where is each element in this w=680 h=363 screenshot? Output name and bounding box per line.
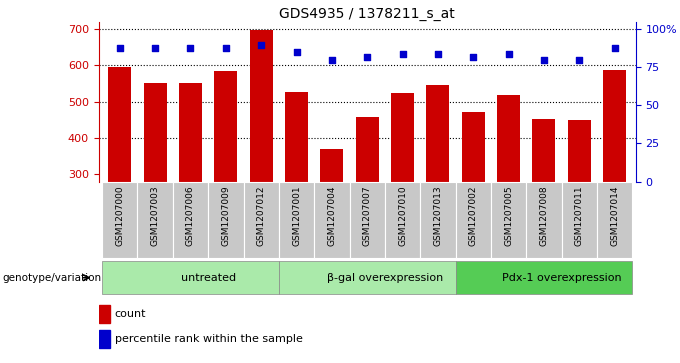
Bar — [214, 71, 237, 283]
Text: β-gal overexpression: β-gal overexpression — [327, 273, 443, 283]
Text: GSM1207013: GSM1207013 — [433, 185, 443, 246]
Title: GDS4935 / 1378211_s_at: GDS4935 / 1378211_s_at — [279, 7, 455, 21]
Bar — [532, 119, 556, 283]
FancyBboxPatch shape — [385, 182, 420, 258]
Point — [609, 45, 620, 50]
Point — [326, 57, 337, 63]
Bar — [391, 93, 414, 283]
Bar — [497, 95, 520, 283]
Point — [256, 42, 267, 48]
Bar — [285, 92, 308, 283]
Point — [114, 45, 125, 50]
Bar — [179, 83, 202, 283]
Bar — [603, 70, 626, 283]
Text: GSM1207003: GSM1207003 — [151, 185, 160, 246]
FancyBboxPatch shape — [173, 182, 208, 258]
Bar — [99, 305, 110, 323]
FancyBboxPatch shape — [526, 182, 562, 258]
Text: GSM1207000: GSM1207000 — [116, 185, 124, 246]
FancyBboxPatch shape — [597, 182, 632, 258]
Text: GSM1207002: GSM1207002 — [469, 185, 478, 246]
FancyBboxPatch shape — [456, 182, 491, 258]
Point — [468, 54, 479, 60]
Bar — [356, 117, 379, 283]
Text: percentile rank within the sample: percentile rank within the sample — [115, 334, 303, 344]
Point — [574, 57, 585, 63]
FancyBboxPatch shape — [456, 261, 632, 294]
Text: Pdx-1 overexpression: Pdx-1 overexpression — [502, 273, 622, 283]
Text: untreated: untreated — [181, 273, 236, 283]
Text: count: count — [115, 309, 146, 319]
Text: GSM1207012: GSM1207012 — [256, 185, 266, 246]
Point — [185, 45, 196, 50]
FancyBboxPatch shape — [350, 182, 385, 258]
Bar — [320, 149, 343, 283]
Bar — [462, 112, 485, 283]
FancyBboxPatch shape — [137, 182, 173, 258]
Text: GSM1207014: GSM1207014 — [610, 185, 619, 246]
Point — [432, 51, 443, 57]
FancyBboxPatch shape — [279, 261, 456, 294]
FancyBboxPatch shape — [420, 182, 456, 258]
Text: GSM1207005: GSM1207005 — [504, 185, 513, 246]
Text: GSM1207008: GSM1207008 — [539, 185, 548, 246]
Point — [539, 57, 549, 63]
Text: GSM1207010: GSM1207010 — [398, 185, 407, 246]
Bar — [568, 120, 591, 283]
FancyBboxPatch shape — [491, 182, 526, 258]
Bar — [99, 330, 110, 348]
Bar — [426, 85, 449, 283]
Text: GSM1207007: GSM1207007 — [362, 185, 372, 246]
Point — [397, 51, 408, 57]
FancyBboxPatch shape — [562, 182, 597, 258]
FancyBboxPatch shape — [279, 182, 314, 258]
Point — [362, 54, 373, 60]
Bar — [143, 83, 167, 283]
FancyBboxPatch shape — [208, 182, 243, 258]
Bar — [250, 30, 273, 283]
Text: GSM1207006: GSM1207006 — [186, 185, 195, 246]
Point — [220, 45, 231, 50]
Point — [150, 45, 160, 50]
FancyBboxPatch shape — [314, 182, 350, 258]
Text: GSM1207011: GSM1207011 — [575, 185, 583, 246]
Point — [291, 49, 302, 55]
Text: genotype/variation: genotype/variation — [2, 273, 101, 283]
Text: GSM1207001: GSM1207001 — [292, 185, 301, 246]
Bar — [108, 67, 131, 283]
FancyBboxPatch shape — [102, 182, 137, 258]
Text: GSM1207004: GSM1207004 — [327, 185, 337, 246]
Text: GSM1207009: GSM1207009 — [221, 185, 231, 246]
FancyBboxPatch shape — [243, 182, 279, 258]
Point — [503, 51, 514, 57]
FancyBboxPatch shape — [102, 261, 279, 294]
